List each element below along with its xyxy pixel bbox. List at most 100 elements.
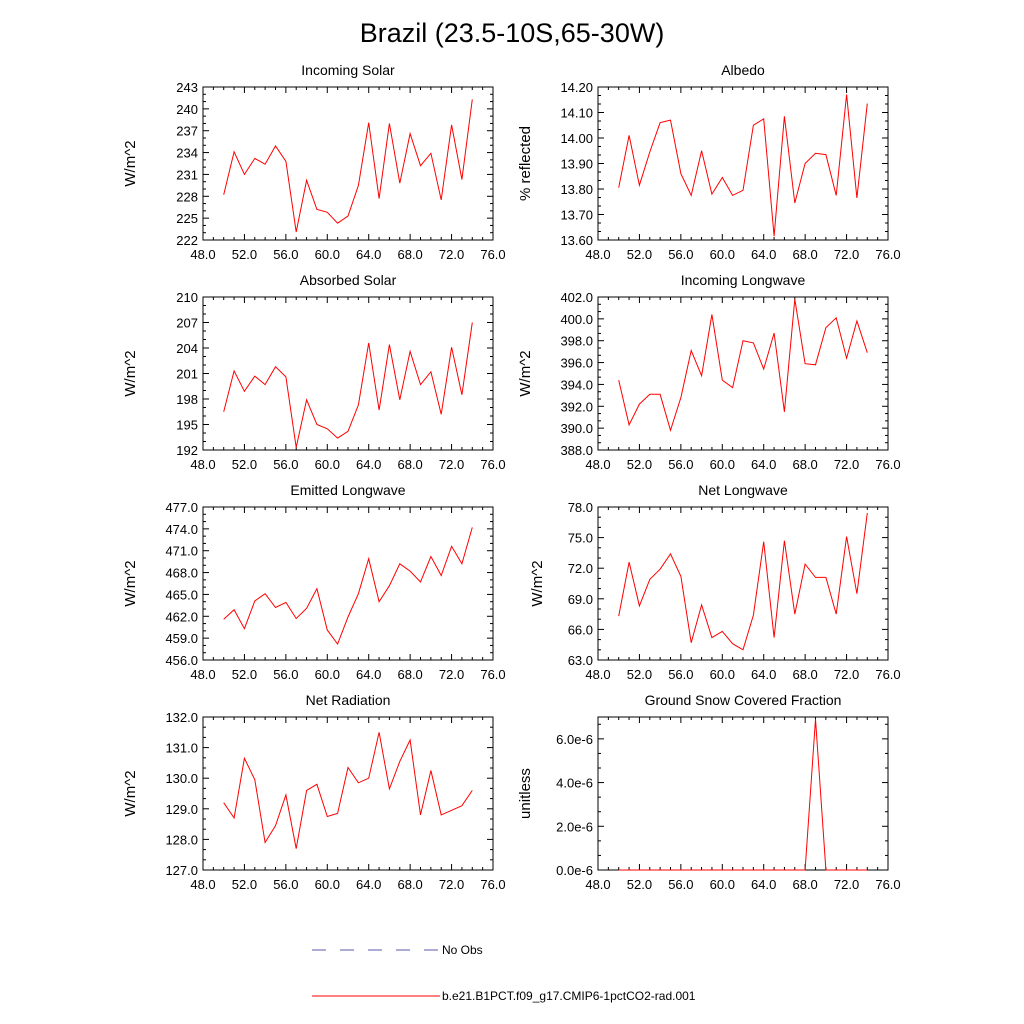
y-tick-label: 14.20 [560,80,593,95]
y-tick-label: 234 [176,146,198,161]
y-tick-label: 392.0 [560,399,593,414]
x-tick-label: 48.0 [585,247,610,262]
series-line-1 [223,732,473,849]
x-tick-label: 72.0 [834,247,859,262]
series-line-1 [618,719,868,871]
y-tick-label: 13.60 [560,233,593,248]
plot-frame [202,506,494,661]
plot-frame [597,716,889,871]
x-tick-label: 68.0 [397,247,422,262]
x-tick-label: 60.0 [315,667,340,682]
x-tick-label: 60.0 [315,457,340,472]
x-tick-label: 64.0 [751,457,776,472]
y-axis-label: W/m^2 [529,560,546,606]
y-tick-label: 456.0 [165,653,198,668]
x-tick-label: 60.0 [315,247,340,262]
y-tick-label: 394.0 [560,377,593,392]
plot-frame [202,86,494,241]
panel-title: Incoming Solar [301,62,395,78]
x-tick-label: 48.0 [190,877,215,892]
series-line-1 [618,94,868,237]
panel-8: Ground Snow Covered Fraction 48.0 52.0 56.0… [517,692,901,892]
x-tick-label: 72.0 [834,877,859,892]
panel-title: Incoming Longwave [681,272,806,288]
x-tick-label: 52.0 [627,247,652,262]
y-tick-label: 204 [176,341,198,356]
y-tick-label: 402.0 [560,290,593,305]
y-tick-label: 474.0 [165,522,198,537]
x-tick-label: 56.0 [273,247,298,262]
y-tick-label: 459.0 [165,631,198,646]
x-tick-label: 68.0 [792,877,817,892]
y-tick-label: 2.0e-6 [556,819,593,834]
x-tick-label: 68.0 [792,457,817,472]
x-tick-label: 68.0 [792,667,817,682]
x-tick-label: 48.0 [190,457,215,472]
x-tick-label: 52.0 [232,877,257,892]
panel-title: Ground Snow Covered Fraction [645,692,842,708]
y-tick-label: 201 [176,367,198,382]
y-tick-label: 462.0 [165,609,198,624]
y-tick-label: 6.0e-6 [556,732,593,747]
x-tick-label: 64.0 [356,247,381,262]
x-tick-label: 48.0 [190,667,215,682]
x-tick-label: 64.0 [356,457,381,472]
x-tick-label: 76.0 [480,247,505,262]
y-tick-label: 477.0 [165,500,198,515]
y-tick-label: 388.0 [560,443,593,458]
y-tick-label: 129.0 [165,802,198,817]
panel-title: Absorbed Solar [300,272,397,288]
y-tick-label: 69.0 [568,592,593,607]
y-tick-label: 210 [176,290,198,305]
x-tick-label: 60.0 [710,457,735,472]
y-axis-label: % reflected [517,126,534,201]
y-tick-label: 231 [176,167,198,182]
plot-frame [597,296,889,451]
y-tick-label: 192 [176,443,198,458]
x-tick-label: 60.0 [710,877,735,892]
x-tick-label: 72.0 [439,457,464,472]
x-tick-label: 52.0 [627,457,652,472]
y-tick-label: 198 [176,392,198,407]
y-tick-label: 13.80 [560,182,593,197]
y-tick-label: 14.10 [560,106,593,121]
y-tick-label: 66.0 [568,622,593,637]
y-axis-label: W/m^2 [122,770,139,816]
plot-frame [202,716,494,871]
x-tick-label: 76.0 [875,247,900,262]
y-axis-label: W/m^2 [122,140,139,186]
figure-title: Brazil (23.5-10S,65-30W) [360,18,665,48]
x-tick-label: 48.0 [585,667,610,682]
x-tick-label: 48.0 [585,457,610,472]
x-tick-label: 56.0 [668,877,693,892]
x-tick-label: 52.0 [232,457,257,472]
series-line-1 [618,299,868,433]
panel-6: Net Longwave 48.0 52.0 56.0 60.0 64.0 68.0 72.0… [529,482,901,682]
y-axis-label: W/m^2 [122,350,139,396]
panel-7: Net Radiation 48.0 52.0 56.0 60.0 64.0 68.0 72.… [122,692,506,892]
y-tick-label: 398.0 [560,334,593,349]
panel-title: Net Longwave [698,482,788,498]
x-tick-label: 64.0 [751,247,776,262]
y-tick-label: 240 [176,102,198,117]
x-tick-label: 76.0 [875,457,900,472]
x-tick-label: 60.0 [315,877,340,892]
y-tick-label: 468.0 [165,566,198,581]
y-axis-label: W/m^2 [122,560,139,606]
y-tick-label: 396.0 [560,356,593,371]
x-tick-label: 76.0 [875,667,900,682]
y-tick-label: 131.0 [165,741,198,756]
y-tick-label: 72.0 [568,561,593,576]
x-tick-label: 52.0 [627,667,652,682]
y-tick-label: 4.0e-6 [556,776,593,791]
y-tick-label: 465.0 [165,587,198,602]
series-line-1 [223,322,473,448]
y-tick-label: 132.0 [165,710,198,725]
y-tick-label: 63.0 [568,653,593,668]
x-tick-label: 56.0 [668,457,693,472]
x-tick-label: 68.0 [397,667,422,682]
panel-title: Albedo [721,62,765,78]
panel-2: Albedo 48.0 52.0 56.0 60.0 64.0 68.0 72.0 76.0 13… [517,62,901,262]
x-tick-label: 56.0 [273,667,298,682]
